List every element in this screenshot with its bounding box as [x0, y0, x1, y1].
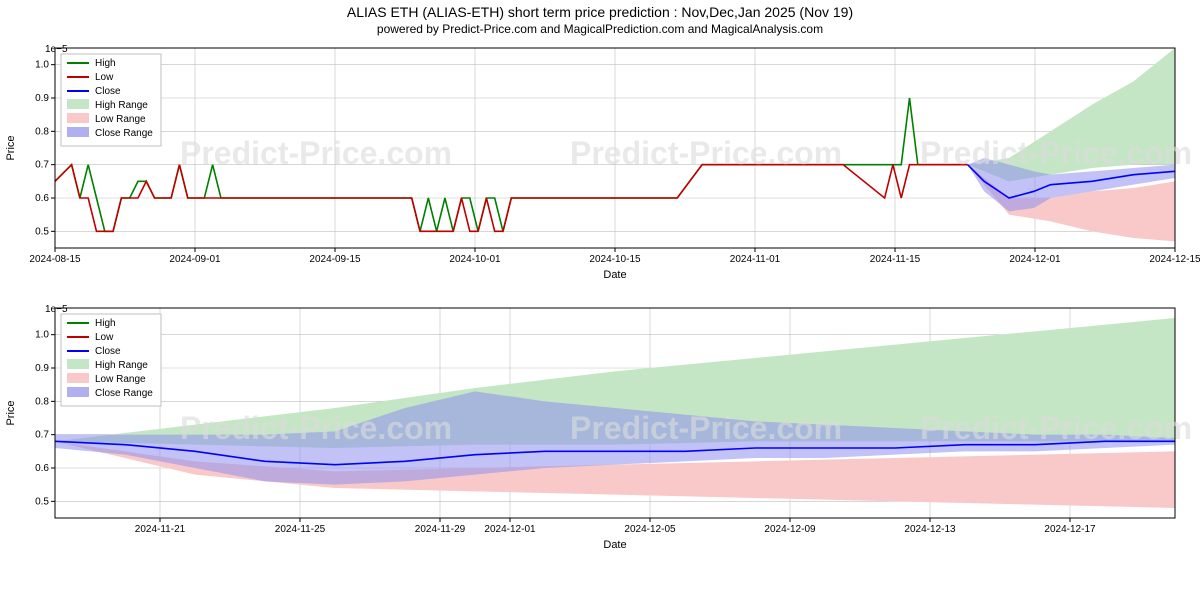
svg-text:2024-11-29: 2024-11-29 [415, 524, 466, 535]
svg-text:High Range: High Range [95, 360, 148, 371]
svg-text:Close Range: Close Range [95, 388, 153, 399]
chart-title: ALIAS ETH (ALIAS-ETH) short term price p… [0, 4, 1200, 20]
svg-text:1.0: 1.0 [35, 60, 49, 71]
svg-text:Low Range: Low Range [95, 114, 146, 125]
svg-text:Price: Price [5, 400, 17, 425]
svg-text:0.6: 0.6 [35, 463, 49, 474]
svg-text:Close: Close [95, 86, 121, 97]
svg-text:2024-10-01: 2024-10-01 [449, 254, 501, 265]
svg-text:2024-12-17: 2024-12-17 [1044, 524, 1096, 535]
svg-text:1.0: 1.0 [35, 330, 49, 341]
svg-text:High: High [95, 58, 116, 69]
svg-text:2024-08-15: 2024-08-15 [29, 254, 81, 265]
svg-text:0.9: 0.9 [35, 363, 49, 374]
svg-text:2024-11-01: 2024-11-01 [730, 254, 781, 265]
svg-text:1e−5: 1e−5 [45, 304, 68, 315]
svg-text:0.5: 0.5 [35, 496, 49, 507]
top-chart-svg: 0.5 0.6 0.7 0.8 0.9 1.0 2024-08-15 2024-09-01 20… [0, 40, 1200, 300]
svg-text:Low: Low [95, 332, 114, 343]
svg-text:0.6: 0.6 [35, 193, 49, 204]
svg-text:Close Range: Close Range [95, 128, 153, 139]
svg-text:0.7: 0.7 [35, 160, 49, 171]
svg-text:Date: Date [603, 269, 626, 281]
svg-text:0.5: 0.5 [35, 226, 49, 237]
svg-text:High Range: High Range [95, 100, 148, 111]
svg-text:0.7: 0.7 [35, 430, 49, 441]
svg-text:2024-12-09: 2024-12-09 [764, 524, 816, 535]
svg-text:2024-11-25: 2024-11-25 [275, 524, 326, 535]
top-panel: 0.5 0.6 0.7 0.8 0.9 1.0 2024-08-15 2024-09-01 20… [0, 40, 1200, 300]
svg-text:Price: Price [5, 135, 17, 160]
chart-container: ALIAS ETH (ALIAS-ETH) short term price p… [0, 4, 1200, 604]
svg-text:2024-11-15: 2024-11-15 [870, 254, 921, 265]
svg-text:Date: Date [603, 539, 626, 551]
svg-text:Low Range: Low Range [95, 374, 146, 385]
bottom-panel: 0.5 0.6 0.7 0.8 0.9 1.0 2024-11-21 2024-11-25 20… [0, 300, 1200, 580]
svg-text:2024-10-15: 2024-10-15 [589, 254, 641, 265]
svg-text:2024-11-21: 2024-11-21 [135, 524, 186, 535]
bottom-chart-svg: 0.5 0.6 0.7 0.8 0.9 1.0 2024-11-21 2024-11-25 20… [0, 300, 1200, 580]
svg-text:Low: Low [95, 72, 114, 83]
svg-text:0.9: 0.9 [35, 93, 49, 104]
svg-text:2024-12-01: 2024-12-01 [484, 524, 536, 535]
svg-text:0.8: 0.8 [35, 396, 49, 407]
chart-subtitle: powered by Predict-Price.com and Magical… [0, 22, 1200, 36]
svg-text:0.8: 0.8 [35, 126, 49, 137]
svg-text:2024-09-01: 2024-09-01 [169, 254, 221, 265]
svg-text:2024-12-13: 2024-12-13 [904, 524, 956, 535]
svg-text:High: High [95, 318, 116, 329]
svg-text:1e−5: 1e−5 [45, 44, 68, 55]
svg-text:2024-12-01: 2024-12-01 [1009, 254, 1061, 265]
svg-text:Close: Close [95, 346, 121, 357]
svg-text:2024-12-05: 2024-12-05 [624, 524, 676, 535]
svg-text:2024-09-15: 2024-09-15 [309, 254, 361, 265]
svg-text:2024-12-15: 2024-12-15 [1149, 254, 1200, 265]
